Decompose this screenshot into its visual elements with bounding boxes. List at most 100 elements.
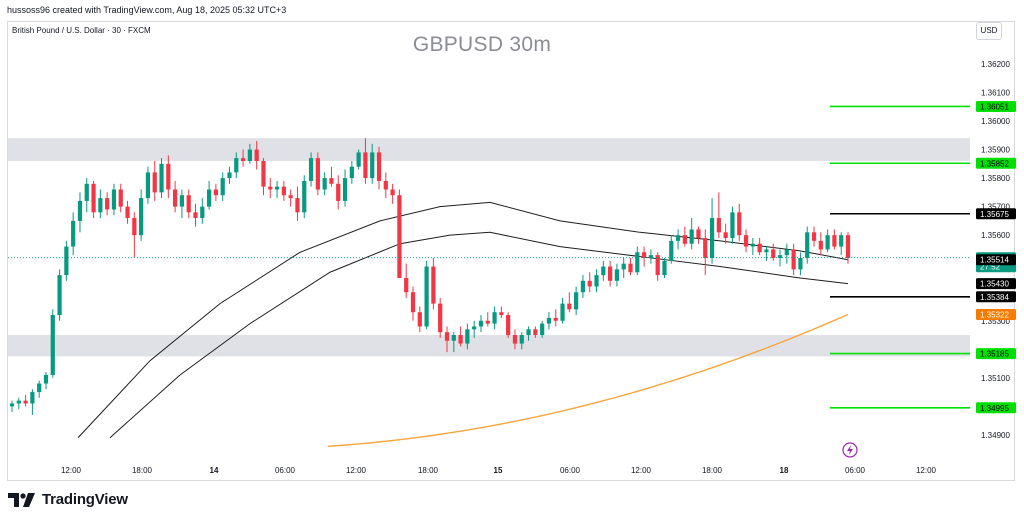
candle-body [193, 212, 198, 219]
candle-body [295, 198, 300, 213]
ma-orange-line [327, 313, 849, 447]
candle-body [404, 277, 409, 293]
x-tick-label: 06:00 [275, 466, 296, 475]
level-black-1-tag-label: 1.35675 [980, 210, 1009, 219]
candle-body [669, 240, 674, 261]
candle-body [336, 183, 341, 201]
candle-body [240, 158, 246, 161]
candle-body [322, 178, 327, 190]
x-tick-label: 06:00 [845, 466, 866, 475]
candle-body [689, 229, 694, 244]
candle-body [764, 249, 769, 253]
candle-body [635, 252, 640, 273]
candle-body [512, 335, 518, 344]
candle-body [696, 229, 701, 239]
support-zone [8, 335, 970, 357]
x-tick-label: 15 [494, 466, 503, 475]
candle-body [845, 235, 851, 258]
candle-body [553, 317, 558, 321]
candle-body [125, 206, 130, 219]
candle-body [750, 243, 755, 247]
candle-body [186, 195, 191, 213]
x-tick-label: 18:00 [702, 466, 723, 475]
candle-body [757, 243, 762, 253]
candle-body [139, 198, 144, 236]
chart-credit: hussoss96 created with TradingView.com, … [7, 5, 287, 15]
candle-body [397, 195, 402, 278]
level-black-2-tag-bg [976, 291, 1016, 303]
y-tick-label: 1.35800 [981, 174, 1010, 183]
candle-body [37, 383, 42, 393]
candle-body [465, 329, 470, 344]
ma-black-lower-tag-label: 1.35430 [980, 280, 1009, 289]
chart-title: GBPUSD 30m [412, 33, 552, 56]
candle-body [370, 152, 375, 179]
currency-button[interactable]: USD [976, 22, 1002, 40]
x-tick-label: 12:00 [916, 466, 937, 475]
y-tick-label: 1.35300 [981, 317, 1010, 326]
ma-black-upper-line [77, 201, 849, 439]
lightning-icon[interactable] [842, 442, 858, 458]
x-tick-label: 18:00 [132, 466, 153, 475]
x-tick-label: 12:00 [61, 466, 82, 475]
y-tick-label: 1.35600 [981, 231, 1010, 240]
candle-body [390, 189, 395, 196]
candle-body [628, 263, 633, 273]
candle-body [621, 263, 626, 270]
candle-body [213, 189, 219, 196]
chart-frame [7, 21, 1015, 481]
candle-body [519, 335, 524, 344]
x-tick-label: 18:00 [418, 466, 439, 475]
candle-body [499, 312, 504, 316]
y-tick-label: 1.36000 [981, 117, 1010, 126]
candle-body [132, 218, 137, 236]
candle-body [614, 269, 620, 281]
candle-body [57, 275, 62, 316]
candle-body [818, 240, 823, 250]
y-tick-label: 1.35700 [981, 203, 1010, 212]
candle-body [342, 178, 348, 201]
ma-orange-tag-bg [976, 308, 1016, 320]
ma-orange-tag-label: 1.35322 [980, 310, 1009, 319]
candle-body [438, 303, 443, 333]
candle-body [771, 249, 776, 258]
y-tick-label: 1.35900 [981, 146, 1010, 155]
candle-body [254, 149, 259, 161]
candle-body [472, 326, 477, 330]
candle-body [91, 183, 96, 213]
candle-body [308, 158, 314, 181]
ma-black-lower-tag-bg [976, 278, 1016, 290]
candle-body [43, 374, 49, 384]
level-green-4-tag-bg [976, 402, 1016, 414]
candle-body [601, 266, 606, 276]
candle-body [533, 329, 538, 336]
candle-body [152, 172, 157, 193]
candle-body [675, 235, 681, 241]
level-green-3-tag-bg [976, 348, 1016, 360]
candle-body [200, 206, 205, 219]
candle-body [662, 260, 667, 276]
brand: TradingView [8, 491, 128, 508]
level-green-4-tag-label: 1.34995 [980, 404, 1009, 413]
candle-body [173, 189, 178, 207]
candle-body [417, 312, 422, 327]
candle-body [444, 332, 450, 341]
candle-body [458, 335, 463, 344]
candle-body [247, 149, 252, 161]
candle-body [159, 163, 164, 193]
candle-body [111, 189, 117, 210]
candle-body [356, 152, 361, 167]
candle-body [16, 400, 21, 404]
level-green-1-tag-bg [976, 100, 1016, 112]
candle-body [220, 178, 225, 196]
candle-body [98, 198, 103, 213]
candle-body [567, 303, 572, 310]
candle-body [274, 186, 280, 190]
candle-body [206, 189, 212, 207]
candle-body [540, 323, 545, 336]
resistance-zone [8, 138, 970, 161]
candle-body [526, 329, 531, 336]
ma-black-upper-tag-label: 1.35514 [980, 256, 1009, 265]
candle-body [709, 218, 715, 258]
